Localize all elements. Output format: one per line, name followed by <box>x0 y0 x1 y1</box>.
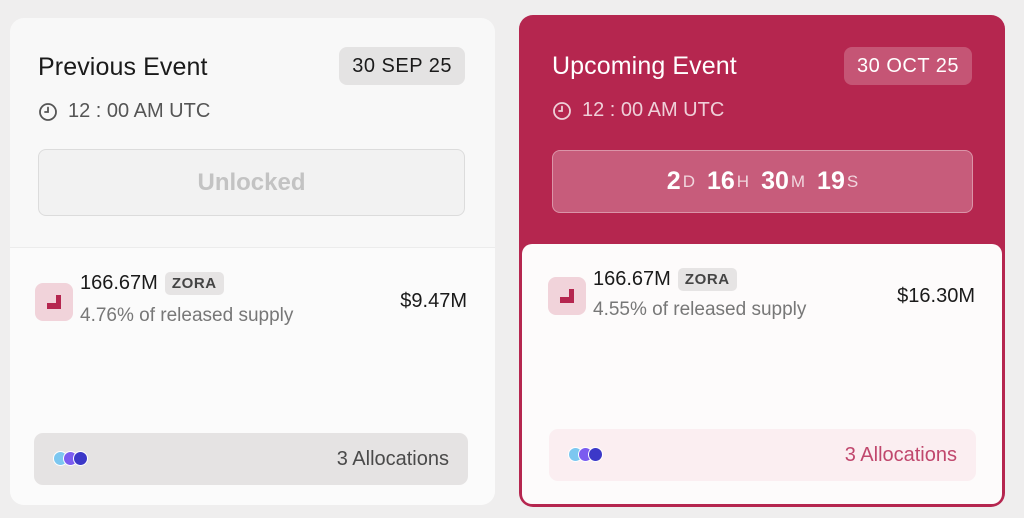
countdown-minutes-unit: M <box>790 171 806 191</box>
token-ticker-badge: ZORA <box>164 272 224 295</box>
upcoming-event-card: Upcoming Event 30 OCT 25 12 : 00 AM UTC … <box>519 15 1005 507</box>
upcoming-event-details: 166.67M ZORA 4.55% of released supply $1… <box>522 244 1002 504</box>
countdown-seconds: 19 <box>817 167 845 195</box>
countdown-minutes: 30 <box>761 167 789 195</box>
allocation-avatars-icon <box>53 450 99 468</box>
upcoming-event-time-text: 12 : 00 AM UTC <box>582 99 725 121</box>
zora-token-icon <box>548 277 586 315</box>
previous-event-amount: 166.67M <box>80 272 158 294</box>
upcoming-event-allocations-button[interactable]: 3 Allocations <box>549 429 976 481</box>
previous-event-card: Previous Event 30 SEP 25 12 : 00 AM UTC … <box>10 18 495 505</box>
upcoming-event-title: Upcoming Event <box>552 52 737 80</box>
upcoming-event-amount-row: 166.67M ZORA <box>593 268 737 291</box>
previous-event-allocations-label: 3 Allocations <box>336 447 449 470</box>
previous-event-amount-row: 166.67M ZORA <box>80 272 224 295</box>
previous-event-time: 12 : 00 AM UTC <box>38 100 210 123</box>
unlocked-status-label: Unlocked <box>197 168 306 196</box>
previous-event-allocations-button[interactable]: 3 Allocations <box>34 433 468 485</box>
upcoming-event-date-badge: 30 OCT 25 <box>844 47 972 85</box>
token-ticker-badge: ZORA <box>677 268 737 291</box>
zora-token-icon <box>35 283 73 321</box>
unlocked-status-button[interactable]: Unlocked <box>38 149 465 216</box>
clock-icon <box>552 101 572 121</box>
previous-event-time-text: 12 : 00 AM UTC <box>68 100 211 122</box>
previous-event-title: Previous Event <box>38 53 208 81</box>
upcoming-event-time: 12 : 00 AM UTC <box>552 99 724 122</box>
upcoming-event-amount: 166.67M <box>593 268 671 290</box>
allocation-avatars-icon <box>568 446 614 464</box>
upcoming-event-usd-value: $16.30M <box>897 285 975 307</box>
previous-event-date-badge: 30 SEP 25 <box>339 47 465 85</box>
upcoming-event-allocations-label: 3 Allocations <box>844 443 957 466</box>
upcoming-event-supply-text: 4.55% of released supply <box>593 299 807 320</box>
countdown-days-unit: D <box>682 171 695 191</box>
clock-icon <box>38 102 58 122</box>
countdown-days: 2 <box>666 167 681 195</box>
countdown-hours: 16 <box>706 167 735 195</box>
previous-event-usd-value: $9.47M <box>400 290 467 312</box>
countdown-hours-unit: H <box>736 171 750 191</box>
countdown-seconds-unit: S <box>846 171 859 191</box>
previous-event-supply-text: 4.76% of released supply <box>80 305 294 326</box>
previous-event-details: 166.67M ZORA 4.76% of released supply $9… <box>10 247 495 505</box>
